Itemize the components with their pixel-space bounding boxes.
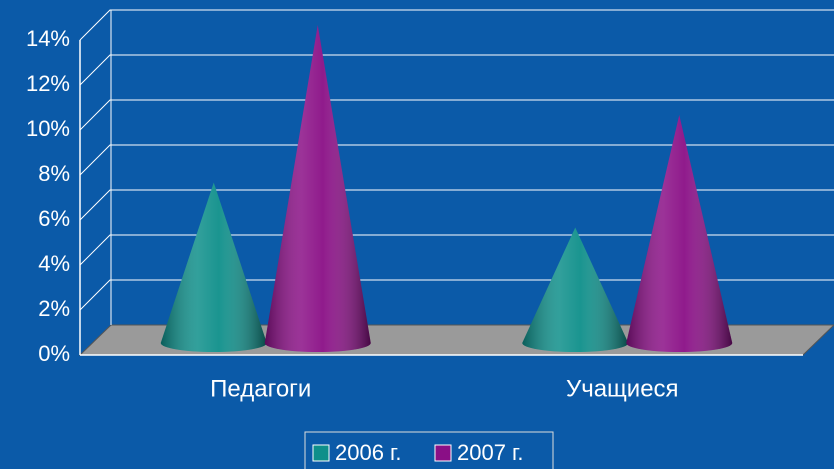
y-tick-label: 0%	[38, 341, 70, 366]
x-tick-label: Педагоги	[210, 375, 311, 402]
legend-label: 2006 г.	[335, 440, 402, 465]
cone	[626, 115, 733, 352]
y-tick-label: 10%	[26, 116, 70, 141]
grid-line	[79, 144, 834, 176]
y-tick-label: 8%	[38, 161, 70, 186]
legend-swatch	[312, 444, 330, 462]
cone-shade	[160, 182, 267, 352]
grid-line	[79, 234, 834, 266]
cone-shade	[626, 115, 733, 352]
y-tick-label: 6%	[38, 206, 70, 231]
cone-shade	[522, 227, 629, 352]
cone	[522, 227, 629, 352]
legend-swatch	[434, 444, 452, 462]
legend-label: 2007 г.	[457, 440, 524, 465]
x-tick-label: Учащиеся	[566, 375, 679, 402]
cone	[160, 182, 267, 352]
cone-shade	[264, 25, 371, 352]
grid-line	[79, 99, 834, 131]
grid-line	[79, 189, 834, 221]
y-tick-label: 4%	[38, 251, 70, 276]
grid-line	[79, 9, 834, 41]
legend-box	[304, 431, 554, 469]
grid-line	[79, 54, 834, 86]
y-tick-label: 12%	[26, 71, 70, 96]
cone	[264, 25, 371, 352]
y-tick-label: 2%	[38, 296, 70, 321]
y-tick-label: 14%	[26, 26, 70, 51]
